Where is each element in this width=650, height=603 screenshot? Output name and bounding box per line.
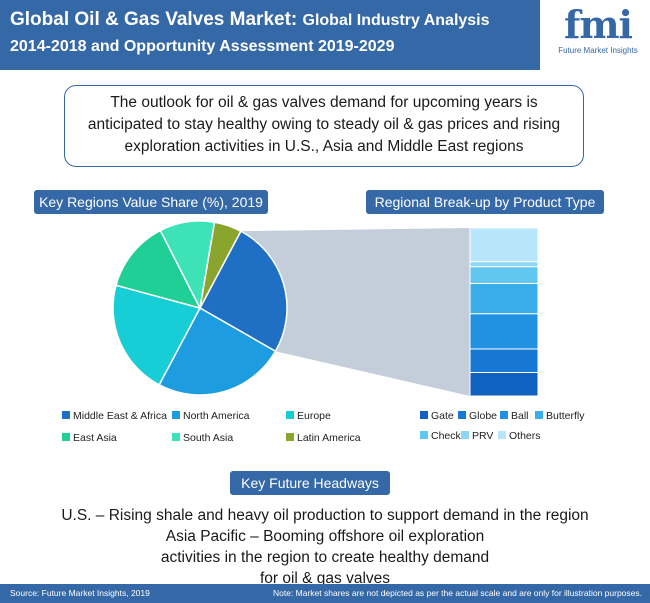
pie-slice-north-america [158, 306, 277, 396]
pie-legend-north-america: North America [172, 410, 250, 422]
legend-swatch [172, 411, 180, 420]
legend-swatch [62, 411, 70, 420]
legend-label: Check [431, 430, 461, 442]
legend-label: Ball [511, 410, 529, 422]
legend-swatch [172, 433, 180, 442]
pie-legend-middle-east-africa: Middle East & Africa [62, 410, 167, 422]
pie-slice-east-asia [115, 229, 202, 310]
legend-label: Gate [431, 410, 454, 422]
bar-segment-globe [469, 348, 539, 373]
legend-swatch [458, 411, 466, 420]
bar-legend-ball: Ball [500, 410, 529, 422]
bar-title: Regional Break-up by Product Type [366, 190, 604, 214]
pie-legend-latin-america: Latin America [286, 432, 361, 444]
bar-legend-prv: PRV [461, 430, 493, 442]
bar-legend-check: Check [420, 430, 461, 442]
logo-wordmark: fmi [564, 2, 633, 47]
bar-segment-gate [469, 371, 539, 397]
bar-legend-others: Others [498, 430, 541, 442]
headway-us: U.S. – Rising shale and heavy oil produc… [61, 507, 589, 524]
legend-swatch [535, 411, 543, 420]
headway-asia-pacific: Asia Pacific – Booming offshore oil expl… [160, 528, 490, 587]
breakout-connector [240, 228, 470, 396]
footer-bar: Source: Future Market Insights, 2019 Not… [0, 584, 650, 603]
logo-tagline: Future Market Insights [558, 46, 638, 55]
note-text: Note: Market shares are not depicted as … [272, 588, 642, 598]
pie-title: Key Regions Value Share (%), 2019 [34, 190, 268, 214]
legend-swatch [420, 431, 428, 440]
legend-swatch [461, 431, 469, 440]
bar-legend-butterfly: Butterfly [535, 410, 585, 422]
legend-label: Others [509, 430, 541, 442]
bar-legend-globe: Globe [458, 410, 497, 422]
title-line-2: 2014-2018 and Opportunity Assessment 201… [10, 38, 395, 55]
pie-slice-middle-east-africa [198, 230, 288, 353]
legend-label: Latin America [297, 432, 361, 444]
pie-legend-south-asia: South Asia [172, 432, 233, 444]
bar-segment-butterfly [469, 282, 539, 315]
legend-swatch [62, 433, 70, 442]
bar-segment-check [469, 266, 539, 284]
legend-label: North America [183, 410, 250, 422]
legend-label: Europe [297, 410, 331, 422]
legend-swatch [420, 411, 428, 420]
legend-label: Globe [469, 410, 498, 422]
pie-legend-europe: Europe [286, 410, 331, 422]
outlook-box: The outlook for oil & gas valves demand … [64, 85, 584, 167]
title-line-1: Global Oil & Gas Valves Market: Global I… [10, 7, 540, 34]
bar-legend-gate: Gate [420, 410, 454, 422]
legend-label: PRV [472, 430, 494, 442]
pie-slice-europe [112, 284, 202, 386]
legend-label: Middle East & Africa [73, 410, 167, 422]
legend-swatch [286, 411, 294, 420]
legend-label: Butterfly [546, 410, 585, 422]
source-text: Source: Future Market Insights, 2019 [10, 588, 150, 598]
bar-segment-prv [469, 261, 539, 268]
legend-label: South Asia [183, 432, 234, 444]
pie-legend-east-asia: East Asia [62, 432, 117, 444]
legend-swatch [500, 411, 508, 420]
bar-segment-others [469, 227, 539, 263]
pie-slice-latin-america [199, 221, 242, 309]
fmi-logo: fmi Future Market Insights [548, 4, 648, 66]
bar-segment-ball [469, 313, 539, 350]
legend-swatch [498, 431, 506, 440]
title-main: Global Oil & Gas Valves Market: [10, 9, 298, 30]
legend-swatch [286, 433, 294, 442]
legend-label: East Asia [73, 432, 117, 444]
title-banner: Global Oil & Gas Valves Market: Global I… [0, 0, 540, 70]
title-sub: Global Industry Analysis [302, 12, 490, 29]
headways-title: Key Future Headways [230, 471, 390, 495]
